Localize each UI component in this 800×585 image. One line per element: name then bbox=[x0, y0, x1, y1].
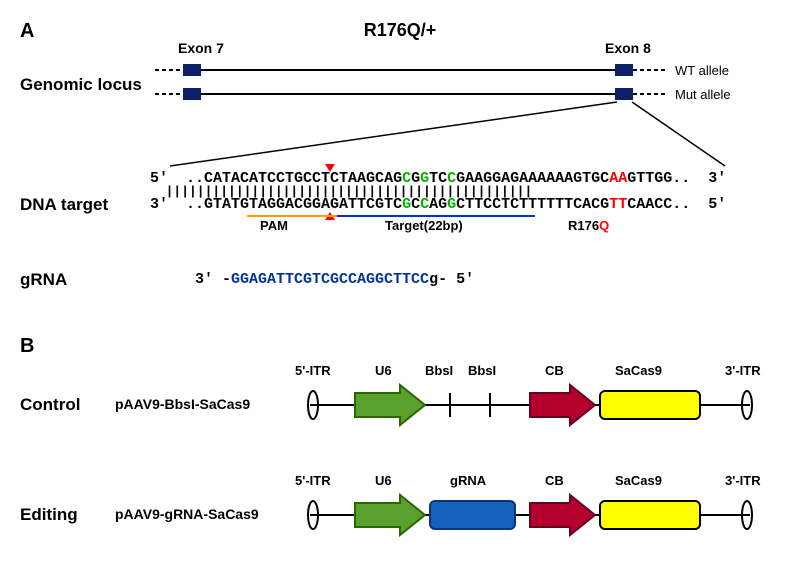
genomic-locus-label: Genomic locus bbox=[20, 75, 142, 95]
target-label: Target(22bp) bbox=[385, 218, 463, 233]
pam-label: PAM bbox=[260, 218, 288, 233]
cut-arrow-icon bbox=[325, 164, 335, 172]
control-plasmid-label: pAAV9-BbsI-SaCas9 bbox=[115, 396, 250, 412]
control-cb-label: CB bbox=[545, 363, 564, 378]
control-sacas9-label: SaCas9 bbox=[615, 363, 662, 378]
editing-grna-box-label: gRNA bbox=[450, 473, 486, 488]
bottom-strand: 3' ..GTATGTAGGACGGAGATTCGTCGCCAGGCTTCCTC… bbox=[150, 196, 726, 213]
control-bbsi1-label: BbsI bbox=[425, 363, 453, 378]
editing-plasmid-label: pAAV9-gRNA-SaCas9 bbox=[115, 506, 259, 522]
grna-label: gRNA bbox=[20, 270, 67, 290]
control-5itr-label: 5'-ITR bbox=[295, 363, 331, 378]
control-construct bbox=[300, 359, 770, 439]
editing-cb-label: CB bbox=[545, 473, 564, 488]
control-3itr-label: 3'-ITR bbox=[725, 363, 761, 378]
r176q-label: R176Q bbox=[568, 218, 609, 233]
editing-construct bbox=[300, 469, 770, 549]
panel-a-title: R176Q/+ bbox=[20, 20, 780, 41]
control-label: Control bbox=[20, 395, 80, 415]
zoom-lines bbox=[170, 98, 770, 178]
editing-u6-label: U6 bbox=[375, 473, 392, 488]
wt-allele-label: WT allele bbox=[675, 63, 729, 78]
editing-3itr-label: 3'-ITR bbox=[725, 473, 761, 488]
dna-target-label: DNA target bbox=[20, 195, 108, 215]
editing-label: Editing bbox=[20, 505, 78, 525]
control-bbsi2-label: BbsI bbox=[468, 363, 496, 378]
match-bars: ||||||||||||||||||||||||||||||||||||||||… bbox=[150, 187, 726, 196]
editing-sacas9-label: SaCas9 bbox=[615, 473, 662, 488]
grna-sequence: 3' -GGAGATTCGTCGCCAGGCTTCCg- 5' bbox=[195, 271, 474, 288]
exon8-label: Exon 8 bbox=[605, 40, 651, 56]
control-u6-label: U6 bbox=[375, 363, 392, 378]
editing-5itr-label: 5'-ITR bbox=[295, 473, 331, 488]
exon7-label: Exon 7 bbox=[178, 40, 224, 56]
panel-b-label: B bbox=[20, 335, 34, 358]
